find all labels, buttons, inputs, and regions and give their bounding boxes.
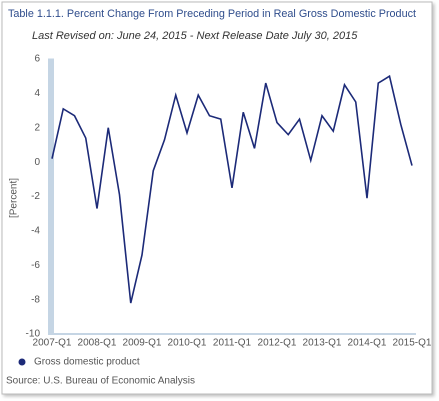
y-tick-label: 2 <box>34 122 40 133</box>
y-tick-label: 4 <box>34 88 40 99</box>
source: Source: U.S. Bureau of Economic Analysis <box>6 376 195 387</box>
x-tick-label: 2013-Q1 <box>303 338 342 349</box>
legend-marker <box>18 358 26 366</box>
y-tick-label: 6 <box>34 54 40 65</box>
x-tick-label: 2011-Q1 <box>213 338 252 349</box>
y-axis-label: [Percent] <box>9 178 20 218</box>
chart-title: Table 1.1.1. Percent Change From Precedi… <box>8 8 416 20</box>
x-tick-label: 2009-Q1 <box>123 338 162 349</box>
y-tick-label: -8 <box>31 294 40 305</box>
y-tick-label: -10 <box>26 329 41 340</box>
x-tick-label: 2014-Q1 <box>348 338 387 349</box>
y-tick-label: -4 <box>31 226 40 237</box>
y-tick-label: -6 <box>31 260 40 271</box>
x-tick-label: 2012-Q1 <box>258 338 297 349</box>
y-tick-label: 0 <box>34 157 40 168</box>
chart-subtitle: Last Revised on: June 24, 2015 - Next Re… <box>32 30 358 42</box>
series-line <box>51 74 413 304</box>
y-tick-label: -2 <box>31 191 40 202</box>
x-tick-label: 2010-Q1 <box>168 338 207 349</box>
x-tick-label: 2015-Q1 <box>393 338 432 349</box>
legend-label: Gross domestic product <box>34 357 140 368</box>
x-tick-label: 2008-Q1 <box>78 338 117 349</box>
frame <box>1 1 433 395</box>
x-tick-label: 2007-Q1 <box>33 338 72 349</box>
